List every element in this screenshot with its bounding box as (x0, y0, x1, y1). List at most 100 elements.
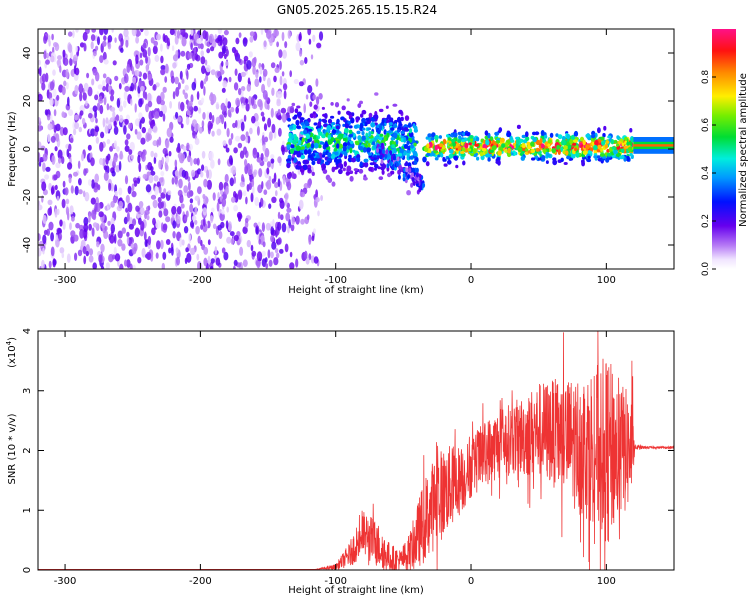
heatmap-cell (87, 179, 92, 186)
heatmap-cell (83, 216, 89, 226)
heatmap-cell (277, 237, 282, 245)
heatmap-cell (105, 117, 109, 124)
heatmap-cell (82, 31, 88, 42)
heatmap-cell (67, 31, 73, 37)
heatmap-cell (306, 214, 310, 221)
heatmap-cell (157, 197, 162, 203)
heatmap-cell (574, 147, 578, 152)
heatmap-cell (137, 257, 142, 264)
heatmap-cell (87, 86, 93, 97)
heatmap-region-signal-line (422, 124, 636, 169)
heatmap-cell (200, 50, 204, 57)
heatmap-cell (202, 217, 206, 227)
heatmap-cell (627, 146, 633, 152)
heatmap-cell (134, 69, 140, 77)
heatmap-cell (98, 254, 103, 263)
heatmap-cell (49, 81, 55, 91)
heatmap-cell (394, 119, 398, 123)
heatmap-cell (256, 251, 263, 262)
heatmap-cell (466, 137, 471, 142)
heatmap-cell (403, 136, 407, 143)
heatmap-cell (575, 152, 580, 158)
heatmap-cell (92, 50, 97, 57)
heatmap-cell (301, 137, 305, 143)
heatmap-cell (267, 249, 271, 259)
heatmap-cell (165, 164, 169, 172)
heatmap-cell (290, 134, 295, 140)
heatmap-cell (245, 131, 249, 138)
heatmap-cell (229, 177, 234, 187)
heatmap-cell (363, 161, 369, 168)
heatmap-cell (237, 72, 242, 83)
heatmap-cell (305, 94, 309, 100)
heatmap-cell (626, 155, 630, 162)
heatmap-cell (111, 29, 114, 33)
snr-background (38, 331, 674, 570)
heatmap-cell (65, 206, 70, 216)
heatmap-cell (197, 235, 201, 244)
heatmap-cell (404, 115, 410, 121)
heatmap-cell (515, 136, 520, 140)
heatmap-cell (99, 104, 104, 115)
heatmap-cell (425, 161, 430, 167)
heatmap-cell (55, 123, 61, 132)
heatmap-cell (62, 49, 66, 58)
heatmap-cell (491, 145, 497, 151)
heatmap-cell (310, 143, 315, 149)
heatmap-cell (313, 157, 319, 162)
heatmap-cell (309, 113, 314, 119)
heatmap-cell (177, 116, 182, 123)
heatmap-cell (210, 159, 215, 169)
heatmap-cell (201, 120, 205, 128)
heatmap-cell (172, 91, 176, 100)
heatmap-cell (59, 219, 63, 227)
heatmap-cell (189, 198, 194, 204)
heatmap-cell (41, 73, 47, 83)
heatmap-cell (96, 241, 100, 248)
heatmap-cell (111, 170, 116, 177)
heatmap-cell (131, 29, 137, 37)
colorbar-axis: 0.0 0.2 0.4 0.6 0.8 (701, 70, 716, 276)
snr-ytick-label: 2 (22, 447, 33, 453)
heatmap-cell (225, 60, 229, 67)
heatmap-cell (487, 157, 491, 162)
heatmap-cell (532, 131, 537, 136)
heatmap-cell (305, 256, 310, 265)
heatmap-cell (126, 231, 130, 238)
heatmap-cell (175, 111, 179, 119)
heatmap-cell (296, 152, 302, 158)
heatmap-cell (223, 29, 229, 36)
heatmap-cell (38, 141, 42, 150)
heatmap-cell (45, 59, 50, 65)
heatmap-cell (369, 162, 375, 166)
heatmap-cell (277, 221, 282, 231)
heatmap-cell (67, 96, 70, 107)
heatmap-cell (279, 60, 282, 70)
heatmap-cell (175, 86, 180, 97)
heatmap-cell (408, 156, 414, 160)
heatmap-cell (75, 222, 80, 229)
heatmap-cell (485, 139, 490, 146)
heatmap-cell (178, 178, 183, 189)
svg-text:(x104): (x104) (5, 337, 18, 368)
heatmap-cell (385, 119, 391, 123)
heatmap-cell (222, 37, 228, 46)
heatmap-cell (103, 165, 108, 171)
heatmap-cell (148, 110, 154, 121)
heatmap-cell (169, 29, 175, 36)
heatmap-cell (50, 246, 55, 257)
heatmap-cell (226, 206, 229, 213)
heatmap-cell (180, 29, 186, 36)
heatmap-cell (336, 143, 340, 149)
heatmap-cell (111, 254, 116, 260)
heatmap-cell (180, 123, 184, 129)
heatmap-cell (48, 182, 52, 191)
heatmap-cell (74, 114, 79, 121)
heatmap-cell (194, 206, 198, 215)
heatmap-cell (203, 246, 209, 255)
heatmap-cell (585, 144, 590, 150)
heatmap-cell (258, 201, 262, 209)
heatmap-cell (567, 144, 572, 150)
heatmap-cell (599, 153, 605, 157)
heatmap-cell (390, 155, 394, 161)
